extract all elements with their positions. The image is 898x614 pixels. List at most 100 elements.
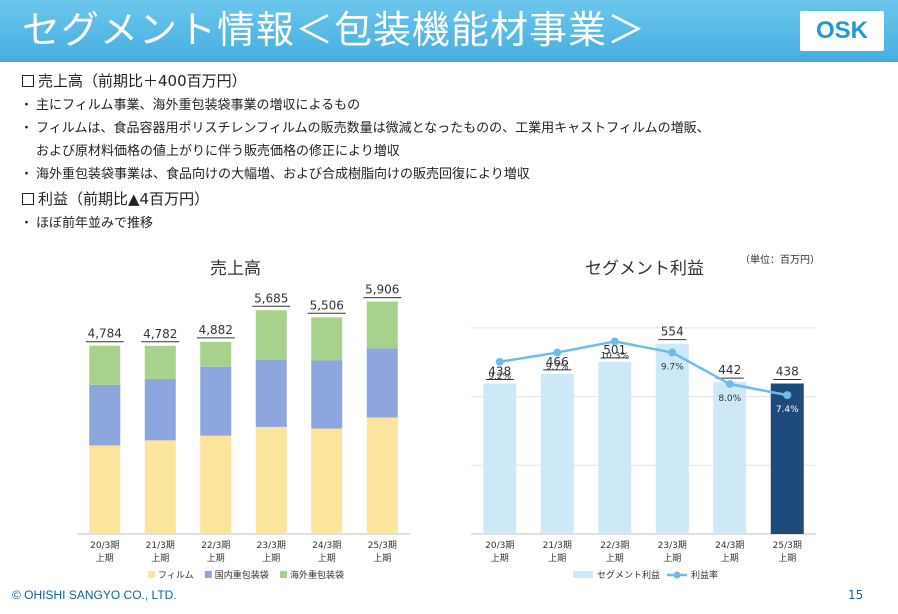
- profit-value-label: 501: [603, 343, 626, 357]
- margin-point-6: [783, 391, 792, 400]
- profit-bar-4: [655, 343, 689, 534]
- x-tick-label-2: 上期: [606, 553, 624, 564]
- sales-bar-2-1: [89, 384, 121, 446]
- x-tick-label: 上期: [373, 553, 391, 564]
- sales-bullet-2: フィルムは、食品容器用ポリスチレンフィルムの販売数量は微減となったものの、工業用…: [20, 117, 882, 163]
- x-tick-label: 上期: [96, 553, 114, 564]
- sales-bar-1-6: [366, 417, 398, 534]
- sales-heading: 売上高（前期比＋400百万円）: [22, 70, 882, 92]
- legend-label-profit: セグメント利益: [597, 569, 660, 581]
- x-tick-label-2: 上期: [721, 553, 739, 564]
- x-tick-label: 上期: [151, 553, 169, 564]
- sales-bar-1-1: [89, 445, 121, 534]
- sales-bar-3-1: [89, 345, 121, 385]
- x-tick-label: 上期: [207, 553, 225, 564]
- x-tick-label: 上期: [262, 553, 280, 564]
- summary-text: 売上高（前期比＋400百万円） 主にフィルム事業、海外重包装袋事業の増収によるも…: [20, 68, 882, 235]
- sales-bullet-1: 主にフィルム事業、海外重包装袋事業の増収によるもの: [20, 94, 882, 117]
- profit-value-label: 438: [776, 365, 799, 379]
- x-tick-label-2: 上期: [491, 553, 509, 564]
- margin-label: 9.2%: [488, 372, 511, 382]
- legend-label-3: 海外重包装袋: [290, 569, 344, 581]
- margin-label: 9.7%: [546, 363, 569, 373]
- legend-swatch-1: [148, 571, 155, 578]
- margin-point-4: [668, 348, 677, 357]
- sales-bar-3-6: [366, 301, 398, 349]
- sales-bar-2-3: [200, 366, 232, 436]
- profit-value-label: 442: [718, 363, 741, 377]
- profit-value-label: 554: [661, 325, 684, 339]
- x-tick-label-2: 25/3期: [773, 540, 802, 551]
- legend-swatch-2: [204, 571, 212, 578]
- page-title: セグメント情報＜包装機能材事業＞: [22, 8, 647, 52]
- profit-bar-5: [713, 382, 747, 534]
- margin-point-2: [553, 348, 562, 357]
- sales-chart-title: 売上高: [210, 259, 261, 279]
- x-tick-label: 23/3期: [257, 540, 286, 551]
- margin-line: [499, 340, 788, 397]
- sales-bar-3-3: [200, 341, 232, 367]
- sales-bar-1-2: [144, 440, 176, 534]
- x-tick-label-2: 上期: [548, 553, 566, 564]
- legend-label-margin: 利益率: [691, 569, 718, 581]
- sales-bullet-3: 海外重包装袋事業は、食品向けの大幅増、および合成樹脂向けの販売回復により増収: [20, 163, 882, 186]
- margin-label: 9.7%: [661, 363, 684, 373]
- profit-bar-1: [483, 383, 517, 534]
- profit-heading: 利益（前期比▲4百万円）: [22, 188, 882, 210]
- profit-bar-6: [770, 383, 804, 534]
- profit-value-label: 438: [488, 365, 511, 379]
- profit-bar-2: [540, 373, 574, 534]
- unit-label: （単位：百万円）: [740, 255, 820, 266]
- sales-bar-2-2: [144, 378, 176, 441]
- x-tick-label: 25/3期: [368, 540, 397, 551]
- total-label: 4,784: [88, 327, 122, 341]
- sales-bar-1-4: [255, 426, 287, 534]
- x-tick-label-2: 24/3期: [715, 540, 744, 551]
- margin-label: 7.4%: [776, 405, 799, 415]
- copyright: © OHISHI SANGYO CO., LTD.: [12, 588, 177, 602]
- legend-label-1: フィルム: [158, 570, 194, 581]
- margin-point-1: [495, 357, 504, 366]
- company-logo: OSK: [800, 11, 884, 51]
- checkbox-bullet-icon: [22, 193, 34, 205]
- margin-label: 8.0%: [718, 394, 741, 404]
- sales-bar-3-4: [255, 310, 287, 360]
- legend-swatch-profit: [573, 571, 593, 578]
- profit-chart-title: セグメント利益: [585, 259, 704, 279]
- total-label: 5,685: [254, 291, 288, 305]
- margin-label: 10.3%: [600, 351, 629, 361]
- profit-bullet-1: ほぼ前年並みで推移: [20, 212, 882, 235]
- x-tick-label: 22/3期: [201, 540, 230, 551]
- x-tick-label-2: 22/3期: [600, 540, 629, 551]
- legend-marker-margin: [673, 571, 681, 579]
- header-band: セグメント情報＜包装機能材事業＞ OSK: [0, 0, 898, 62]
- x-tick-label-2: 上期: [778, 553, 796, 564]
- x-tick-label-2: 上期: [663, 553, 681, 564]
- sales-bar-2-5: [311, 360, 343, 429]
- checkbox-bullet-icon: [22, 75, 34, 87]
- margin-point-5: [725, 380, 734, 388]
- sales-bar-3-5: [311, 317, 343, 361]
- sales-bar-1-3: [200, 435, 232, 534]
- x-tick-label-2: 23/3期: [658, 540, 687, 551]
- total-label: 4,882: [199, 323, 233, 337]
- total-label: 5,906: [365, 283, 399, 297]
- total-label: 5,506: [310, 298, 344, 312]
- x-tick-label-2: 21/3期: [543, 540, 572, 551]
- x-tick-label: 20/3期: [90, 540, 119, 551]
- profit-value-label: 466: [546, 355, 569, 369]
- page-number: 15: [848, 588, 864, 602]
- legend-label-2: 国内重包装袋: [215, 569, 269, 581]
- margin-point-3: [610, 337, 619, 346]
- legend-swatch-3: [280, 571, 287, 578]
- x-tick-label: 上期: [318, 553, 336, 564]
- x-tick-label: 24/3期: [312, 540, 341, 551]
- total-label: 4,782: [143, 327, 177, 341]
- sales-bar-1-5: [311, 428, 343, 534]
- profit-bar-3: [598, 361, 632, 534]
- sales-bar-3-2: [144, 345, 176, 379]
- sales-bar-2-6: [366, 348, 398, 418]
- x-tick-label: 21/3期: [146, 540, 175, 551]
- sales-bar-2-4: [255, 359, 287, 427]
